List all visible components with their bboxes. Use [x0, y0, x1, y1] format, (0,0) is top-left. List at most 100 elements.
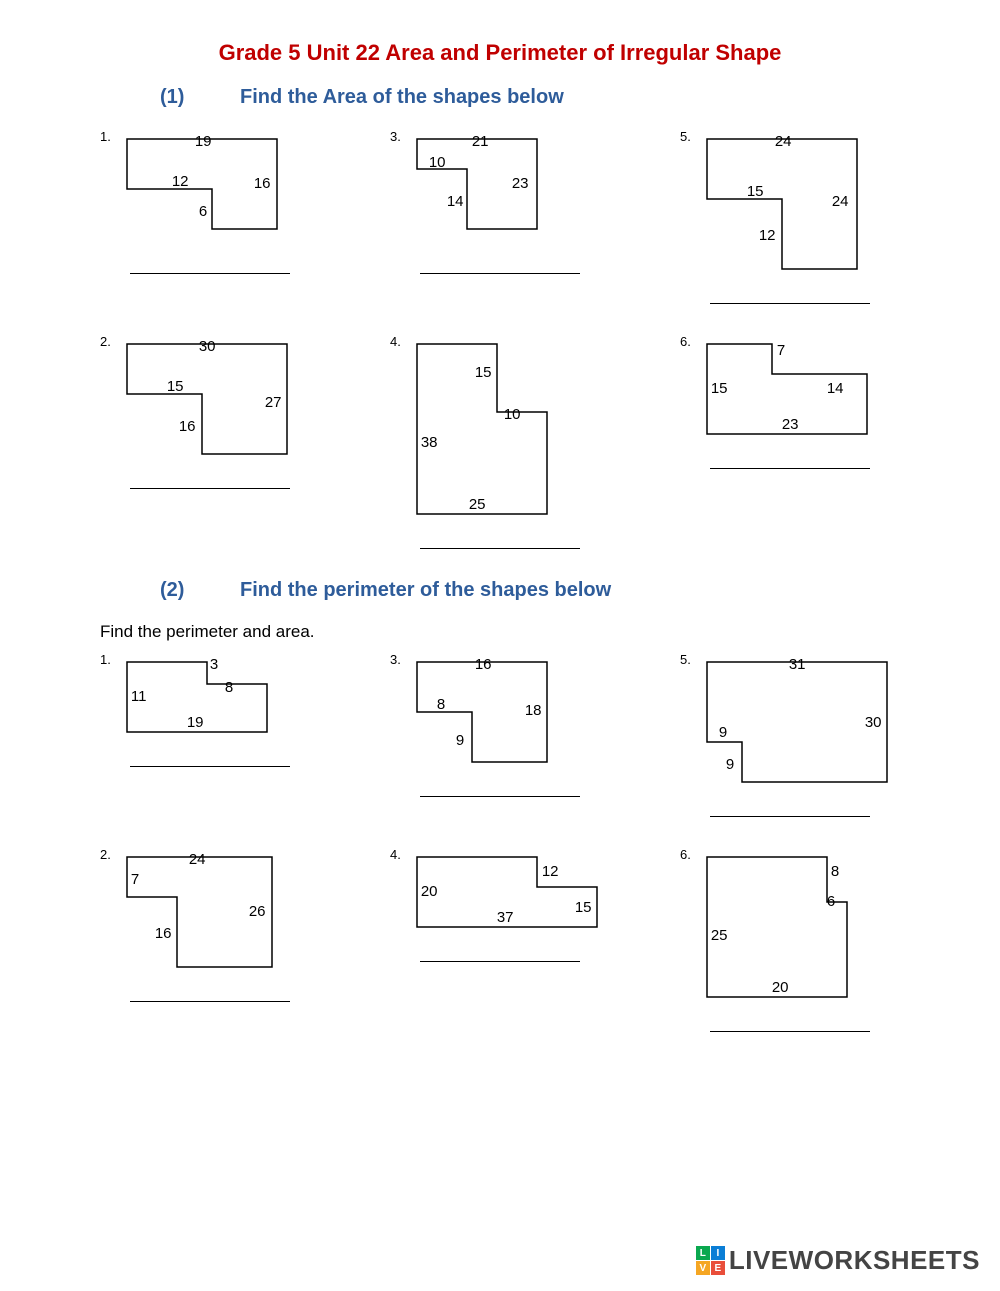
dimension-label: 24	[775, 133, 792, 150]
dimension-label: 16	[254, 175, 271, 192]
watermark-logo: LIVE	[696, 1246, 725, 1275]
dimension-label: 30	[865, 714, 882, 731]
dimension-label: 23	[512, 175, 529, 192]
answer-line[interactable]	[710, 302, 870, 304]
dimension-label: 7	[777, 342, 785, 359]
problem-row: 1.19121663.211023145.24152412	[100, 129, 940, 304]
dimension-label: 7	[131, 871, 139, 888]
shape-wrap: 15 10 38 25	[407, 334, 557, 529]
dimension-label: 19	[187, 714, 204, 731]
section-number: (2)	[160, 579, 240, 602]
problem-row: 1.3118193.1681895.313099	[100, 652, 940, 817]
watermark: LIVE LIVEWORKSHEETS	[696, 1245, 980, 1276]
shape-wrap: 16 8 18 9	[407, 652, 567, 777]
dimension-label: 6	[199, 203, 207, 220]
problem: 4.12201537	[390, 847, 640, 1032]
problem-number: 2.	[100, 847, 111, 862]
dimension-label: 30	[199, 338, 216, 355]
problem-number: 5.	[680, 652, 691, 667]
dimension-label: 23	[782, 416, 799, 433]
answer-line[interactable]	[420, 272, 580, 274]
watermark-logo-cell: V	[696, 1261, 710, 1275]
answer-line[interactable]	[420, 960, 580, 962]
dimension-label: 12	[759, 227, 776, 244]
dimension-label: 25	[711, 927, 728, 944]
shape-wrap: 30 15 27 16	[117, 334, 297, 469]
section-heading: (1)Find the Area of the shapes below	[60, 86, 940, 109]
section-text: Find the perimeter of the shapes below	[240, 579, 611, 601]
shape-wrap: 7 15 14 23	[697, 334, 877, 449]
problem-number: 4.	[390, 334, 401, 349]
dimension-label: 24	[189, 851, 206, 868]
shape-wrap: 24 7 26 16	[117, 847, 287, 982]
problem: 2. 24 7 26 16	[100, 847, 350, 1032]
problem-row: 2.301527164.151038256.7151423	[100, 334, 940, 549]
dimension-label: 8	[225, 679, 233, 696]
shape-wrap: 862520	[697, 847, 867, 1012]
problem: 3. 16 8 18 9	[390, 652, 640, 817]
dimension-label: 25	[469, 496, 486, 513]
problem: 1.311819	[100, 652, 350, 817]
dimension-label: 20	[772, 979, 789, 996]
dimension-label: 8	[831, 863, 839, 880]
answer-line[interactable]	[710, 815, 870, 817]
dimension-label: 16	[155, 925, 172, 942]
sub-instruction: Find the perimeter and area.	[100, 622, 940, 642]
answer-line[interactable]	[130, 1000, 290, 1002]
problem: 5. 313099	[680, 652, 930, 817]
watermark-logo-cell: L	[696, 1246, 710, 1260]
shape-wrap: 311819	[117, 652, 277, 747]
problem: 1.1912166	[100, 129, 350, 304]
problem-number: 3.	[390, 652, 401, 667]
problem: 3.21102314	[390, 129, 640, 304]
dimension-label: 10	[504, 406, 521, 423]
shape-polygon	[707, 857, 847, 997]
dimension-label: 15	[475, 364, 492, 381]
shape-wrap: 24 15 24 12	[697, 129, 877, 284]
shape-wrap: 313099	[697, 652, 897, 797]
dimension-label: 15	[575, 899, 592, 916]
dimension-label: 19	[195, 133, 212, 150]
dimension-label: 38	[421, 434, 438, 451]
dimension-label: 15	[747, 183, 764, 200]
shape-wrap: 21102314	[407, 129, 567, 254]
dimension-label: 14	[447, 193, 464, 210]
shape-wrap: 19 12 16 6	[117, 129, 287, 254]
watermark-logo-cell: E	[711, 1261, 725, 1275]
dimension-label: 15	[711, 380, 728, 397]
problem-row: 2.24726164.122015376.862520	[100, 847, 940, 1032]
shape-wrap: 12201537	[407, 847, 607, 942]
answer-line[interactable]	[710, 1030, 870, 1032]
answer-line[interactable]	[420, 795, 580, 797]
page-title: Grade 5 Unit 22 Area and Perimeter of Ir…	[60, 40, 940, 66]
dimension-label: 27	[265, 394, 282, 411]
sections-container: (1)Find the Area of the shapes below1.19…	[60, 86, 940, 1032]
dimension-label: 8	[437, 696, 445, 713]
dimension-label: 26	[249, 903, 266, 920]
problem-number: 4.	[390, 847, 401, 862]
watermark-text: LIVEWORKSHEETS	[729, 1245, 980, 1276]
dimension-label: 12	[172, 173, 189, 190]
problem: 2.30152716	[100, 334, 350, 549]
answer-line[interactable]	[130, 272, 290, 274]
dimension-label: 12	[542, 863, 559, 880]
section-number: (1)	[160, 86, 240, 109]
dimension-label: 14	[827, 380, 844, 397]
answer-line[interactable]	[420, 547, 580, 549]
answer-line[interactable]	[130, 487, 290, 489]
problem-number: 3.	[390, 129, 401, 144]
watermark-logo-cell: I	[711, 1246, 725, 1260]
dimension-label: 15	[167, 378, 184, 395]
dimension-label: 21	[472, 133, 489, 150]
dimension-label: 9	[456, 732, 464, 749]
problem: 6.862520	[680, 847, 930, 1032]
dimension-label: 24	[832, 193, 849, 210]
dimension-label: 11	[131, 688, 147, 705]
dimension-label: 16	[179, 418, 196, 435]
dimension-label: 20	[421, 883, 438, 900]
answer-line[interactable]	[710, 467, 870, 469]
dimension-label: 16	[475, 656, 492, 673]
problem: 4. 15 10 38 25	[390, 334, 640, 549]
answer-line[interactable]	[130, 765, 290, 767]
dimension-label: 18	[525, 702, 542, 719]
